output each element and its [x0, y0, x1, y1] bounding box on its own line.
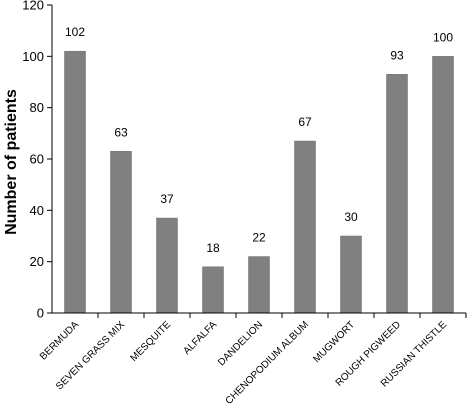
- x-tick-label: DANDELION: [216, 319, 265, 368]
- data-label: 67: [298, 115, 312, 129]
- bar: [340, 235, 362, 314]
- bar: [248, 256, 270, 314]
- x-tick-label: MESQUITE: [128, 319, 173, 364]
- bar: [432, 56, 454, 314]
- data-label: 22: [252, 231, 266, 245]
- y-tick-label: 60: [30, 152, 44, 167]
- y-tick-label: 80: [30, 100, 44, 115]
- bars: [64, 50, 454, 314]
- x-tick-label: ALFALFA: [181, 319, 219, 357]
- y-axis-title: Number of patients: [3, 89, 20, 235]
- y-tick-label: 120: [22, 0, 44, 13]
- bar: [202, 266, 224, 314]
- y-tick-label: 40: [30, 203, 44, 218]
- data-label: 93: [390, 48, 404, 62]
- y-axis: 0 20 40 60 80 100 120: [22, 0, 53, 321]
- data-label: 18: [206, 241, 220, 255]
- data-labels: 102 63 37 18 22 67 30 93 100: [65, 25, 453, 255]
- data-label: 100: [433, 30, 453, 44]
- data-label: 63: [114, 125, 128, 139]
- x-tick-label: MUGWORT: [311, 319, 357, 365]
- data-label: 30: [344, 210, 358, 224]
- bar: [64, 50, 86, 314]
- y-tick-label: 100: [22, 49, 44, 64]
- y-tick-label: 0: [37, 306, 44, 321]
- data-label: 37: [160, 192, 174, 206]
- bar: [386, 74, 408, 314]
- data-label: 102: [65, 25, 85, 39]
- bar: [110, 151, 132, 314]
- bar: [294, 140, 316, 314]
- x-tick-label: CHENOPODIUM ALBUM: [224, 319, 312, 407]
- x-tick-label: BERMUDA: [38, 319, 81, 362]
- y-tick-label: 20: [30, 254, 44, 269]
- bar: [156, 217, 178, 314]
